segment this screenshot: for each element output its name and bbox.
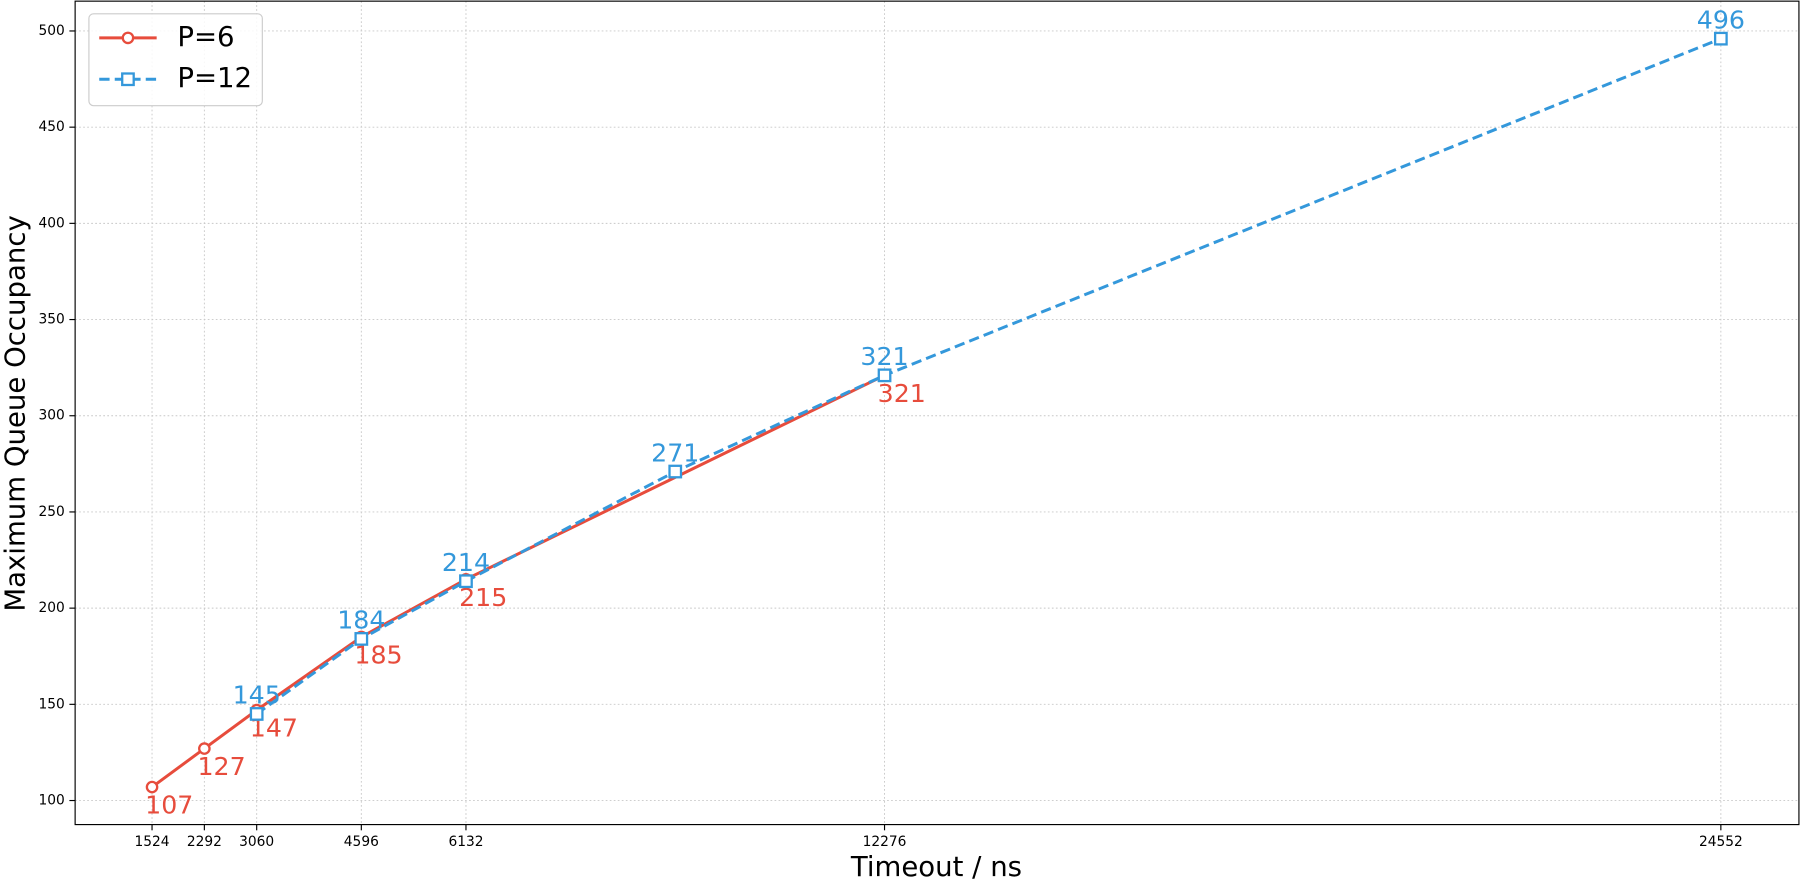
x-tick-label: 4596 (344, 834, 379, 850)
data-label: 127 (197, 752, 245, 781)
y-tick-label: 100 (39, 793, 65, 809)
y-tick-label: 200 (39, 600, 65, 616)
data-point (198, 742, 211, 755)
data-point (249, 707, 264, 721)
y-tick-label: 250 (39, 504, 65, 520)
data-label: 271 (651, 438, 699, 467)
x-tick-label: 2292 (187, 834, 222, 850)
data-point (354, 632, 369, 646)
data-point (877, 368, 892, 383)
y-axis-label: Maximum Queue Occupancy (0, 215, 32, 611)
legend-label: P=12 (177, 62, 252, 94)
data-point (1713, 31, 1728, 46)
x-axis-label: Timeout / ns (850, 851, 1022, 882)
data-label: 496 (1697, 5, 1745, 34)
legend-label: P=6 (177, 21, 234, 53)
data-label: 214 (442, 548, 490, 577)
y-tick-label: 300 (39, 408, 65, 424)
x-tick-label: 12276 (863, 834, 907, 850)
x-tick-label: 1524 (135, 834, 170, 850)
plot-frame (74, 0, 1800, 826)
legend: P=6 P=12 (88, 13, 263, 107)
y-tick-label: 400 (39, 215, 65, 231)
x-tick-label: 3060 (239, 834, 274, 850)
y-tick-label: 350 (39, 312, 65, 328)
data-point (668, 464, 683, 479)
data-label: 107 (145, 791, 193, 820)
y-tick-label: 500 (39, 23, 65, 39)
series-line (255, 37, 1722, 716)
data-label: 145 (233, 681, 281, 710)
data-label: 321 (860, 342, 908, 371)
data-point (459, 574, 473, 589)
x-tick-label: 6132 (448, 834, 483, 850)
data-point (145, 780, 159, 794)
data-label: 184 (337, 606, 385, 635)
legend-marker (121, 72, 135, 87)
y-tick-label: 450 (39, 119, 65, 135)
data-label: 321 (878, 379, 926, 408)
y-tick-label: 150 (39, 696, 65, 712)
x-tick-label: 24552 (1699, 834, 1743, 850)
legend-marker (121, 31, 135, 45)
